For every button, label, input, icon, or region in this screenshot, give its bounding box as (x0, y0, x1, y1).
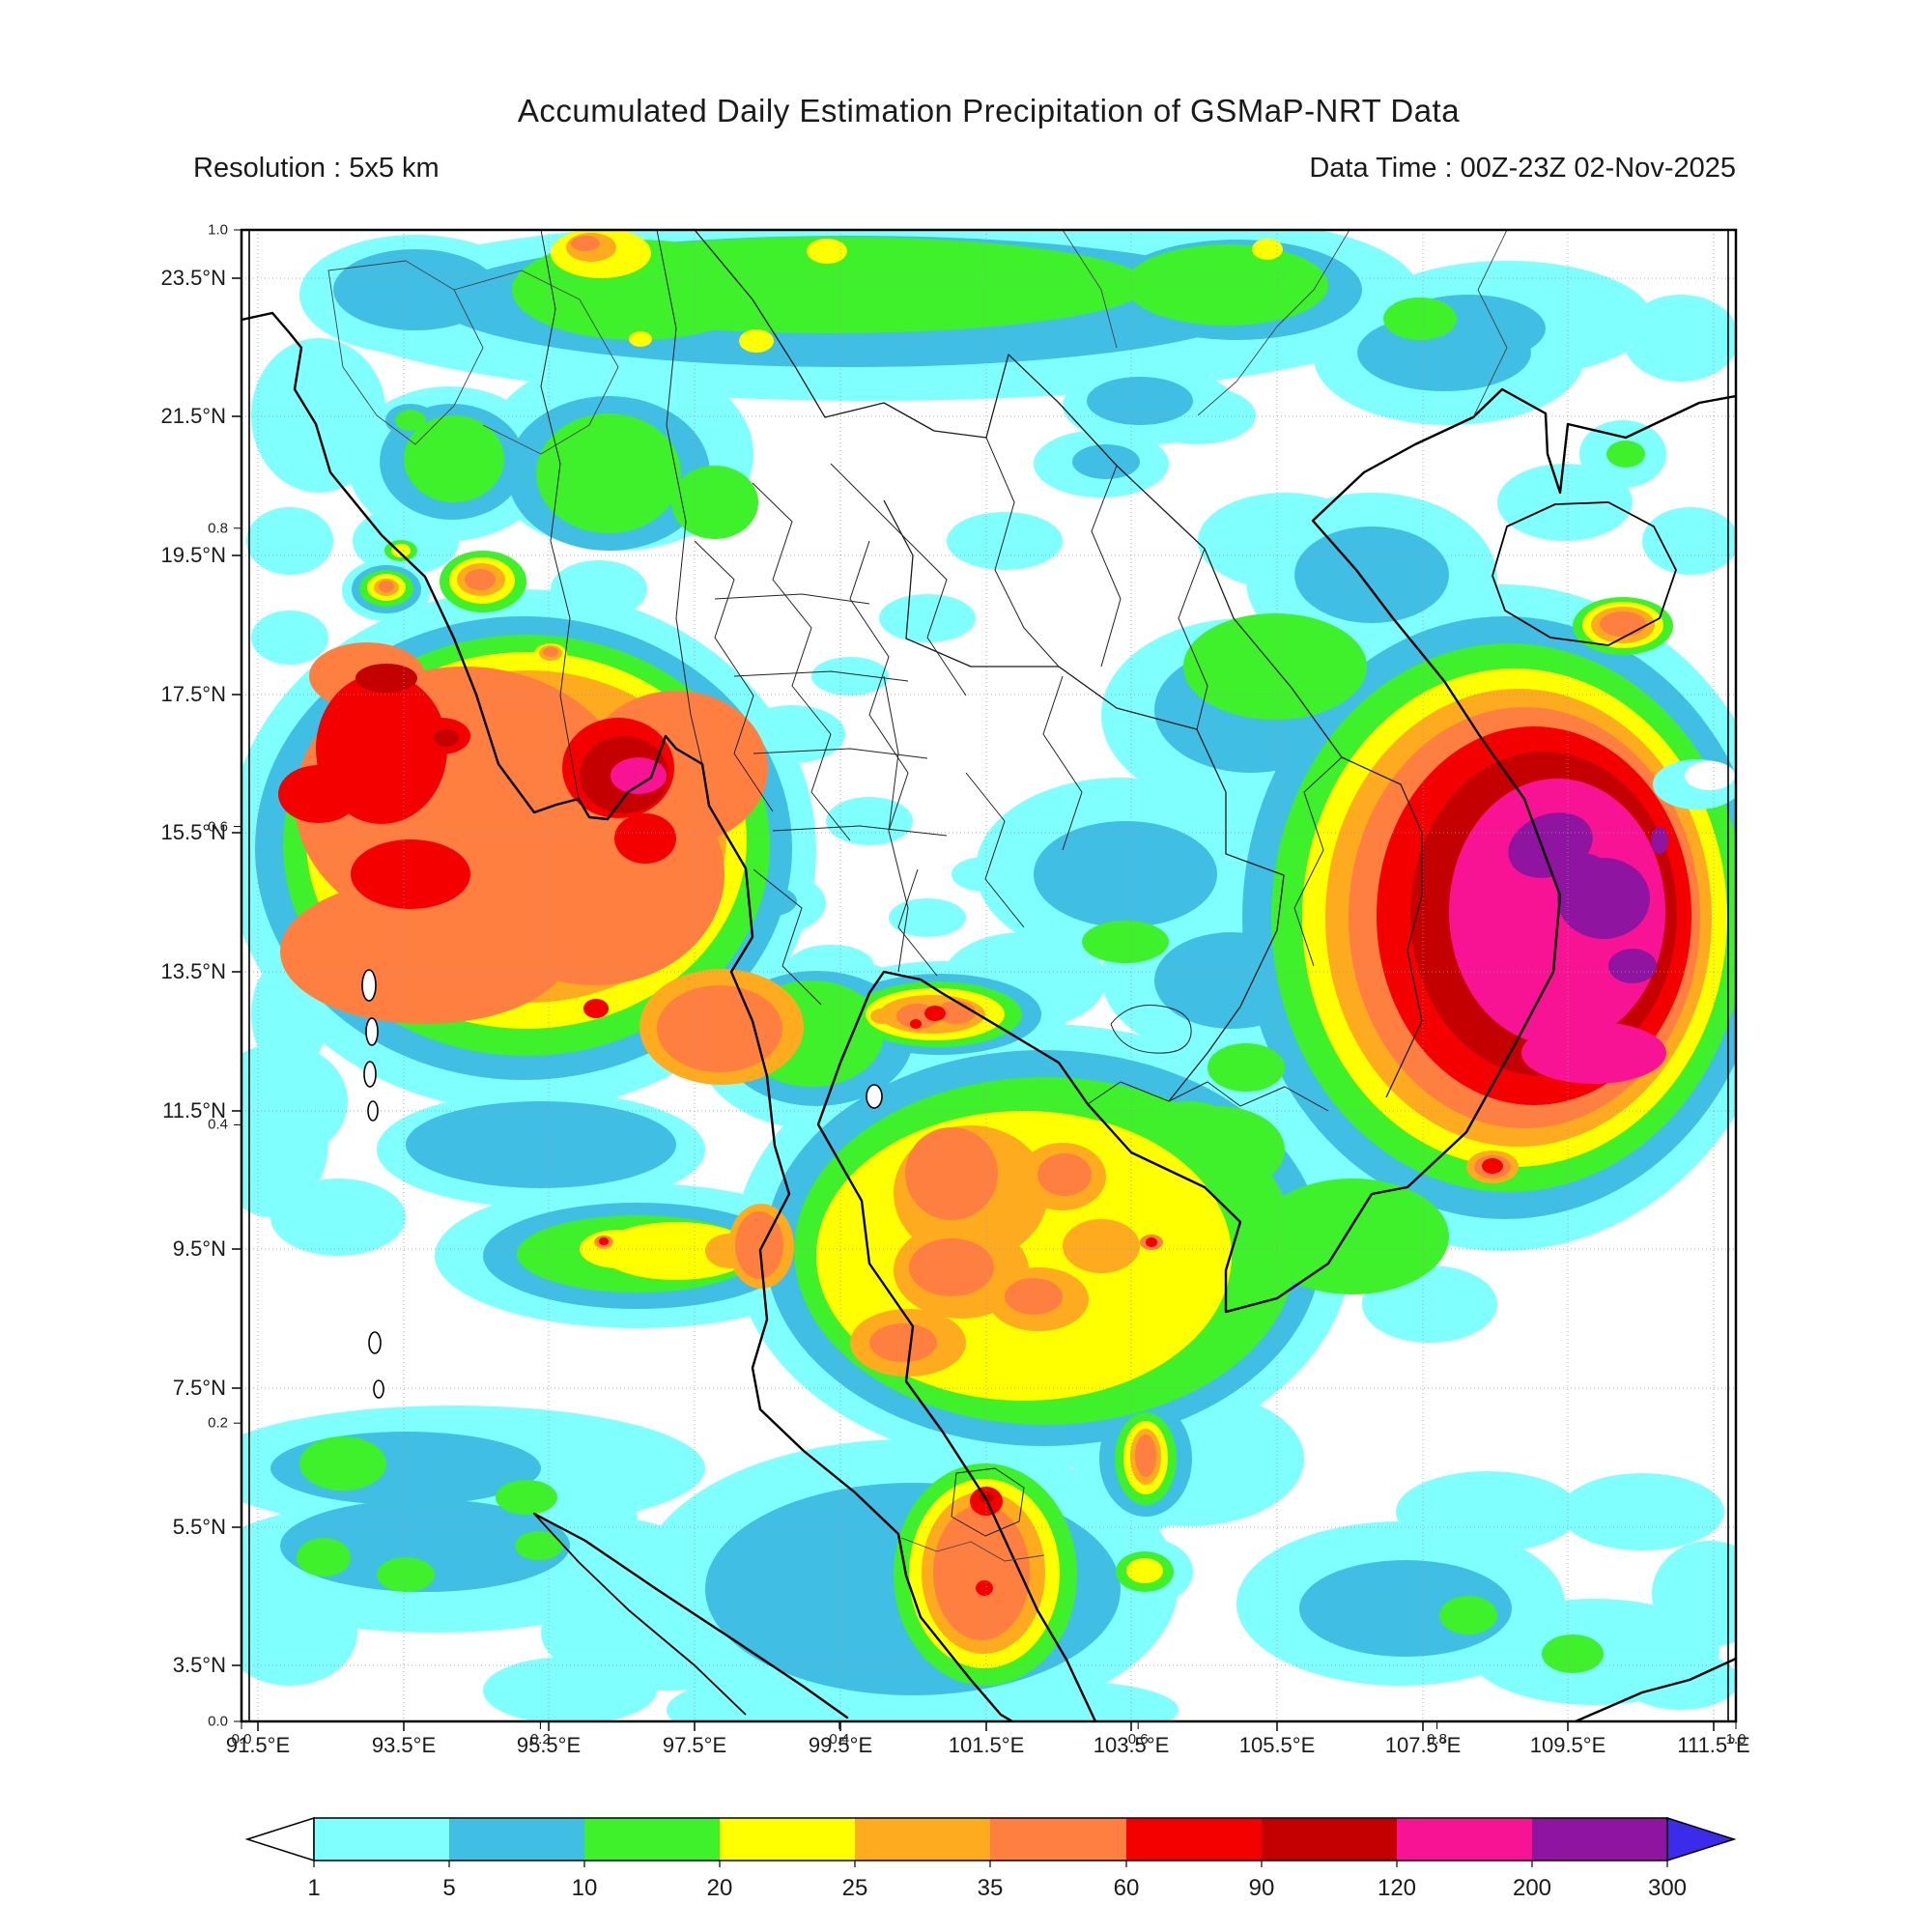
lat-tick-label: 7.5°N (172, 1376, 226, 1400)
colorbar-segment (990, 1818, 1126, 1861)
aux-y-tick-label: 0.0 (208, 1713, 228, 1730)
aux-x-tick-label: 0.4 (829, 1731, 850, 1747)
lat-tick-label: 21.5°N (160, 404, 226, 428)
lon-tick-label: 103.5°E (1093, 1733, 1170, 1757)
lon-tick-label: 109.5°E (1529, 1733, 1606, 1757)
precip-layer-200-300mm (1508, 812, 1668, 983)
aux-y-tick-label: 0.6 (208, 818, 228, 836)
map-content (242, 230, 1736, 1721)
aux-x-tick-label: 0.2 (529, 1731, 551, 1747)
aux-x-tick-label: 0.6 (1127, 1731, 1149, 1747)
precip-detail-holes (1653, 759, 1736, 810)
aux-y-tick-label: 0.2 (208, 1414, 228, 1432)
aux-y-tick-label: 1.0 (208, 221, 228, 239)
axis-ticks (232, 229, 1737, 1731)
aux-y-tick-label: 0.4 (208, 1116, 228, 1133)
colorbar-tick-label: 200 (1513, 1875, 1551, 1901)
lon-tick-label: 105.5°E (1238, 1733, 1316, 1757)
figure-title: Accumulated Daily Estimation Precipitati… (517, 93, 1461, 128)
colorbar-segment (1397, 1818, 1532, 1861)
colorbar-tick-label: 35 (978, 1875, 1004, 1901)
colorbar-segment (720, 1818, 855, 1861)
aux-y-tick-label: 0.8 (208, 520, 228, 537)
colorbar-tick-label: 300 (1648, 1875, 1687, 1901)
lon-tick-label: 97.5°E (662, 1733, 727, 1757)
lon-tick-label: 95.5°E (516, 1733, 582, 1757)
lat-tick-label: 13.5°N (160, 959, 226, 983)
data-time-label: Data Time : 00Z-23Z 02-Nov-2025 (1309, 153, 1736, 184)
colorbar-segment (855, 1818, 990, 1861)
colorbar-over-arrow (1666, 1816, 1737, 1862)
colorbar-tick-label: 5 (442, 1875, 455, 1901)
colorbar-segment (584, 1818, 720, 1861)
country-borders (327, 230, 1508, 1562)
colorbar-segment (1126, 1818, 1262, 1861)
lat-tick-label: 19.5°N (160, 543, 226, 567)
aux-x-tick-label: 0.8 (1427, 1731, 1448, 1747)
resolution-label: Resolution : 5x5 km (193, 153, 440, 184)
province-boundaries (540, 230, 1343, 1112)
colorbar: 1 5 10 20 25 35 60 90 120 200 300 (244, 1816, 1737, 1901)
colorbar-under-arrow (244, 1816, 315, 1862)
colorbar-tick-label: 20 (707, 1875, 733, 1901)
colorbar-tick-label: 60 (1114, 1875, 1140, 1901)
colorbar-tick-label: 120 (1378, 1875, 1416, 1901)
lat-tick-label: 5.5°N (172, 1515, 226, 1539)
aux-x-tick-label: 0.0 (231, 1731, 252, 1747)
colorbar-tick-label: 25 (842, 1875, 868, 1901)
colorbar-segment (314, 1818, 449, 1861)
aux-x-tick-label: 1.0 (1725, 1731, 1747, 1747)
lon-tick-label: 91.5°E (225, 1733, 291, 1757)
lat-tick-label: 11.5°N (162, 1098, 226, 1122)
precip-layer-120-200mm (611, 757, 1666, 1084)
lat-tick-label: 3.5°N (172, 1653, 226, 1677)
lat-tick-label: 15.5°N (160, 820, 226, 844)
lat-tick-label: 9.5°N (172, 1236, 226, 1261)
colorbar-segment (449, 1818, 584, 1861)
colorbar-tick-label: 1 (307, 1875, 320, 1901)
colorbar-segment (1262, 1818, 1397, 1861)
lon-tick-label: 101.5°E (948, 1733, 1025, 1757)
lon-tick-label: 93.5°E (371, 1733, 437, 1757)
colorbar-tick-label: 90 (1249, 1875, 1275, 1901)
colorbar-tick-label: 10 (572, 1875, 598, 1901)
graticule-gridlines (242, 230, 1736, 1721)
lat-tick-label: 23.5°N (160, 266, 226, 290)
colorbar-segment (1532, 1818, 1667, 1861)
lon-tick-label: 111.5°E (1677, 1733, 1750, 1757)
lon-tick-label: 99.5°E (808, 1733, 873, 1757)
lat-tick-label: 17.5°N (160, 682, 226, 706)
plot-frame (240, 228, 1738, 1723)
lon-tick-label: 107.5°E (1384, 1733, 1462, 1757)
